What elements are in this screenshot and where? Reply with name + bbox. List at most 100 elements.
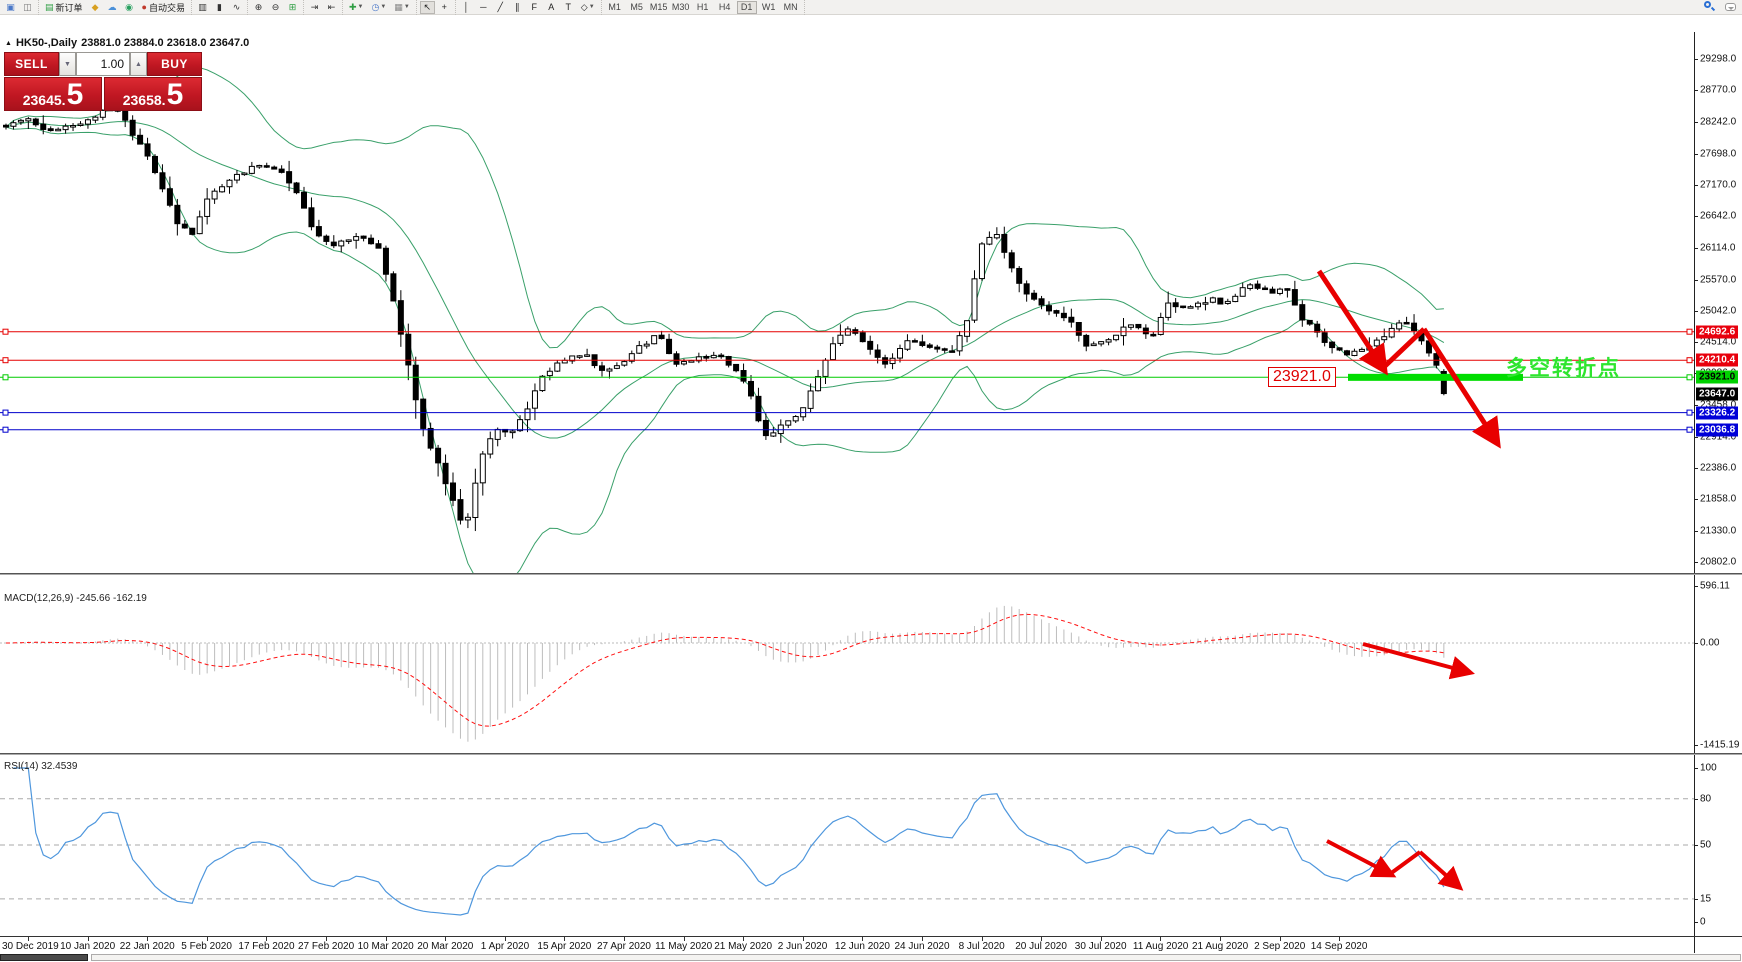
date-tick: [206, 937, 208, 941]
indicators-icon[interactable]: ✚ ▼: [346, 1, 367, 14]
volume-down-button[interactable]: ▼: [59, 52, 76, 76]
axis-label: 27170.0: [1700, 179, 1737, 191]
date-tick: [385, 937, 387, 941]
timeframe-h1[interactable]: H1: [696, 2, 709, 12]
timeframe-d1[interactable]: D1: [736, 0, 757, 14]
fast-navigation-box[interactable]: [0, 954, 88, 961]
axis-tick: [1694, 586, 1698, 587]
date-label: 20 Mar 2020: [417, 941, 474, 952]
price-trend-arrows[interactable]: [1316, 269, 1501, 449]
arrows-icon: ◇: [580, 1, 588, 12]
new-order-icon-label: 新订单: [55, 2, 83, 13]
autotrade-icon[interactable]: ● 自动交易: [139, 1, 188, 14]
periods-icon-dropdown[interactable]: ▼: [380, 4, 387, 10]
timeframe-mn[interactable]: MN: [783, 2, 798, 12]
date-label: 8 Jul 2020: [958, 941, 1005, 952]
rsi-trend-arrows[interactable]: [1326, 839, 1464, 891]
arrows-icon[interactable]: ◇ ▼: [578, 1, 598, 14]
chart-shift-icon[interactable]: ⇤: [324, 1, 339, 14]
sell-price-panel[interactable]: 23645. 5: [4, 77, 102, 111]
timeframe-w1[interactable]: W1: [761, 2, 776, 12]
bollinger-bands: [5, 67, 1445, 573]
autotrade-icon: ●: [141, 1, 147, 12]
scrollbar-track[interactable]: [91, 954, 1741, 961]
buy-button[interactable]: BUY: [147, 52, 202, 76]
pane-splitter-rsi[interactable]: [0, 753, 1742, 755]
cn-text-annotation[interactable]: 多空转折点: [1506, 356, 1621, 380]
macd-indicator-label: MACD(12,26,9) -245.66 -162.19: [4, 593, 147, 604]
support-highlight-bar[interactable]: [1348, 373, 1523, 381]
axis-label: 0.00: [1700, 637, 1720, 649]
zoom-in-icon[interactable]: ⊕: [251, 1, 266, 14]
date-tick: [1160, 937, 1162, 941]
zoom-in-icon: ⊕: [254, 1, 263, 12]
channel-icon[interactable]: ∥: [510, 1, 525, 14]
text-icon[interactable]: A: [544, 1, 559, 14]
date-tick: [743, 937, 745, 941]
indicators-icon-dropdown[interactable]: ▼: [357, 4, 364, 10]
vertical-line-icon[interactable]: │: [459, 1, 474, 14]
price-badge-23921.0: 23921.0: [1696, 370, 1739, 384]
chart-candles-icon[interactable]: ▮: [212, 1, 227, 14]
chart-line-icon[interactable]: ∿: [229, 1, 244, 14]
new-order-icon[interactable]: ▤ 新订单: [42, 1, 86, 14]
date-tick: [326, 937, 327, 941]
level-price-callout[interactable]: 23921.0: [1268, 367, 1336, 388]
search-icon[interactable]: [1704, 1, 1716, 12]
date-tick: [802, 937, 804, 941]
axis-tick: [1694, 436, 1698, 438]
periods-icon[interactable]: ◷ ▼: [368, 1, 389, 14]
auto-scroll-icon[interactable]: ⇥: [307, 1, 322, 14]
date-label: 17 Feb 2020: [238, 941, 295, 952]
timeframe-m5[interactable]: M5: [630, 2, 643, 12]
zoom-out-icon[interactable]: ⊖: [268, 1, 283, 14]
label-icon[interactable]: T: [561, 1, 576, 14]
sell-price: 23645.: [22, 92, 66, 108]
templates-icon[interactable]: ▦ ▼: [391, 1, 412, 14]
vertical-line-icon: │: [463, 1, 470, 12]
volume-input[interactable]: 1.00: [76, 52, 130, 76]
pane-splitter-macd[interactable]: [0, 573, 1742, 575]
price-badge-24210.4: 24210.4: [1696, 353, 1739, 367]
tile-windows-icon: ⊞: [288, 1, 297, 12]
new-order-icon: ▤: [45, 1, 54, 12]
volume-up-button[interactable]: ▲: [130, 52, 147, 76]
crosshair-icon[interactable]: +: [437, 1, 452, 14]
chart-bars-icon[interactable]: ▥: [195, 1, 210, 14]
chart-canvas: [0, 67, 1694, 916]
signals-icon[interactable]: ◉: [122, 1, 137, 14]
horizontal-line-icon[interactable]: ─: [476, 1, 491, 14]
channel-icon: ∥: [515, 1, 520, 12]
cursor-icon[interactable]: ↖: [419, 0, 435, 14]
date-label: 27 Feb 2020: [298, 941, 355, 952]
data-window-icon[interactable]: ◫: [20, 1, 35, 14]
buy-price-panel[interactable]: 23658. 5: [104, 77, 202, 111]
timeframe-m30[interactable]: M30: [671, 2, 690, 12]
timeframe-m15[interactable]: M15: [649, 2, 668, 12]
axis-tick: [1694, 216, 1698, 218]
arrows-icon-dropdown[interactable]: ▼: [588, 4, 595, 10]
date-tick: [1279, 937, 1281, 941]
templates-icon-dropdown[interactable]: ▼: [403, 4, 410, 10]
horizontal-scrollbar[interactable]: [0, 954, 1742, 962]
tile-windows-icon[interactable]: ⊞: [285, 1, 300, 14]
date-tick: [981, 937, 983, 941]
timeframe-m1[interactable]: M1: [608, 2, 621, 12]
fibonacci-icon[interactable]: F: [527, 1, 542, 14]
axis-tick: [1694, 153, 1698, 155]
date-tick: [28, 937, 29, 941]
chat-icon[interactable]: [1725, 2, 1736, 11]
terminal-icon[interactable]: ☁: [105, 1, 120, 14]
macd-trend-arrow[interactable]: [1362, 642, 1475, 680]
rsi-indicator: [0, 767, 1694, 916]
axis-label: 24514.0: [1700, 336, 1737, 348]
axis-label: 100: [1700, 762, 1717, 774]
metaeditor-icon[interactable]: ◆: [88, 1, 103, 14]
horizontal-levels[interactable]: [0, 328, 1694, 433]
timeframe-h4[interactable]: H4: [718, 2, 731, 12]
sell-button[interactable]: SELL: [4, 52, 59, 76]
date-label: 5 Feb 2020: [181, 941, 232, 952]
new-chart-icon[interactable]: ▣: [3, 1, 18, 14]
trendline-icon[interactable]: ╱: [493, 1, 508, 14]
new-chart-icon: ▣: [6, 1, 15, 12]
